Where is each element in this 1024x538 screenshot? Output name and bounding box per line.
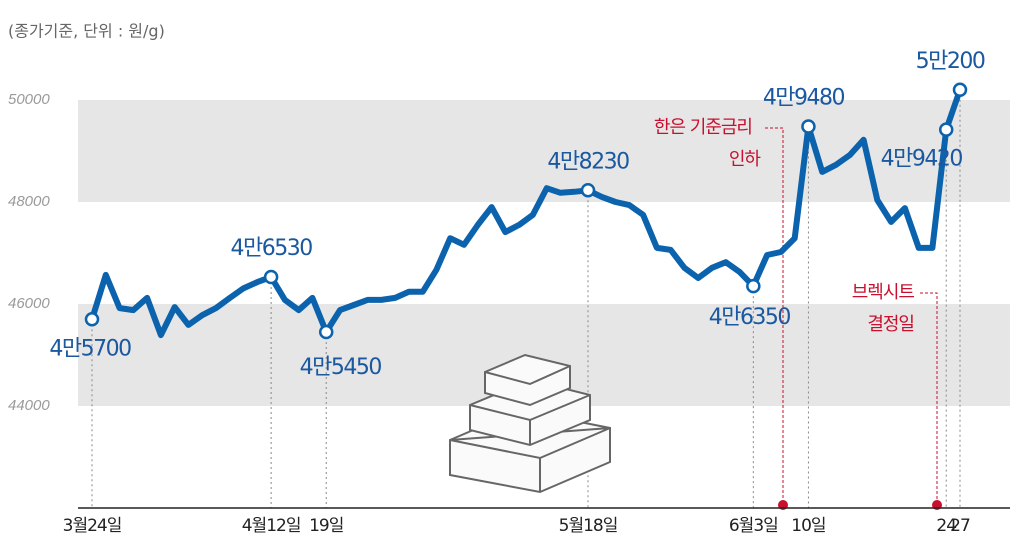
- gold-bars-icon: [449, 353, 611, 494]
- x-tick-label: 3월24일: [63, 516, 122, 536]
- point: [263, 269, 279, 285]
- point: [746, 278, 761, 294]
- price-line: [89, 86, 963, 339]
- x-tick-label: 4월12일: [242, 516, 301, 536]
- point: [580, 183, 596, 198]
- guides: [91, 89, 961, 508]
- point: [84, 312, 100, 327]
- value-label: 4만6530: [230, 236, 312, 261]
- point: [952, 82, 968, 98]
- annotation-text: 브렉시트: [852, 282, 915, 303]
- x-tick-label: 24: [936, 516, 956, 536]
- subtitle: (종가기준, 단위 : 원/g): [8, 22, 165, 41]
- y-tick-label: 46000: [8, 295, 50, 312]
- value-label: 4만8230: [547, 149, 629, 174]
- annotation-line: [765, 127, 784, 505]
- annotation-rate-cut: 한은 기준금리 인하: [654, 117, 788, 510]
- annotation-text: 한은 기준금리: [654, 117, 752, 138]
- annotation-text: 결정일: [867, 314, 914, 335]
- y-tick-label: 50000: [8, 91, 50, 108]
- band: [78, 100, 1010, 202]
- value-label: 5만200: [916, 49, 985, 74]
- x-tick-label: 6월3일: [729, 516, 778, 536]
- point: [938, 122, 954, 137]
- y-tick-label: 48000: [8, 193, 50, 210]
- annotation-text: 인하: [729, 149, 762, 170]
- value-label: 4만5700: [49, 336, 131, 361]
- point: [318, 324, 334, 340]
- x-tick-label: 5월18일: [559, 516, 618, 536]
- x-tick-label: 10일: [791, 516, 825, 536]
- value-label: 4만5450: [300, 355, 382, 380]
- value-label: 4만6350: [709, 305, 791, 330]
- value-label: 4만9480: [763, 86, 845, 111]
- x-tick-label: 19일: [309, 516, 343, 536]
- point: [801, 119, 816, 134]
- value-label: 4만9420: [881, 147, 963, 172]
- plot: 44000 46000 48000 50000 3월24일 4월12일 19일 5월18일 6월…: [8, 49, 986, 536]
- annotation-line: [920, 292, 938, 505]
- y-tick-label: 44000: [8, 397, 50, 414]
- x-tick-label: 27: [950, 516, 970, 536]
- annotation-brexit: 브렉시트 결정일: [852, 282, 942, 510]
